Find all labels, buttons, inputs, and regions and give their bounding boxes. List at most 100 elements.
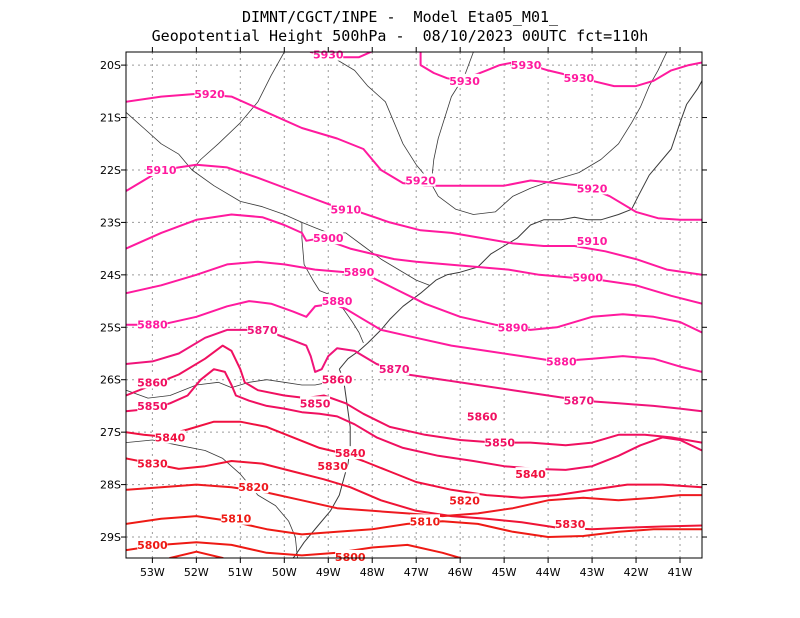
grid-layer xyxy=(126,52,702,558)
contour-5920 xyxy=(126,92,702,221)
contour-5860 xyxy=(126,344,702,447)
contour-label-5840: 5840 xyxy=(155,431,186,444)
state-border xyxy=(301,222,364,344)
contour-label-5930: 5930 xyxy=(449,75,480,88)
y-tick-label: 27S xyxy=(100,426,121,439)
plot-frame xyxy=(125,51,703,559)
contour-label-bg xyxy=(484,435,515,449)
contour-label-5920: 5920 xyxy=(577,182,608,195)
contour-label-bg xyxy=(247,322,278,336)
contour-5800 xyxy=(169,550,224,558)
contour-label-bg xyxy=(335,549,366,563)
state-border xyxy=(319,52,668,215)
y-tick-label: 24S xyxy=(100,269,121,282)
contour-label-bg xyxy=(379,362,410,376)
chart-title-line-2: Geopotential Height 500hPa - 08/10/2023 … xyxy=(151,27,649,45)
contour-label-5900: 5900 xyxy=(572,271,603,284)
contour-label-bg xyxy=(577,233,608,247)
contour-label-bg xyxy=(563,71,594,85)
coastline xyxy=(338,80,702,370)
x-tick-label: 45W xyxy=(492,566,517,579)
contour-5910 xyxy=(126,163,702,276)
contour-label-bg xyxy=(497,320,528,334)
contour-label-5910: 5910 xyxy=(146,164,177,177)
x-tick-label: 53W xyxy=(140,566,165,579)
state-border xyxy=(126,439,298,558)
contour-label-bg xyxy=(572,270,603,284)
contour-label-bg xyxy=(449,73,480,87)
y-tick-label: 25S xyxy=(100,321,121,334)
contour-label-5810: 5810 xyxy=(221,513,252,526)
contour-label-5870: 5870 xyxy=(247,324,278,337)
x-tick-label: 44W xyxy=(536,566,561,579)
x-tick-label: 50W xyxy=(272,566,297,579)
contour-5820 xyxy=(126,483,702,518)
contour-label-5910: 5910 xyxy=(331,203,362,216)
contour-label-5800: 5800 xyxy=(137,539,168,552)
contour-label-5830: 5830 xyxy=(317,460,348,473)
x-tick-label: 42W xyxy=(624,566,649,579)
contour-label-5920: 5920 xyxy=(405,174,436,187)
contour-label-bg xyxy=(137,317,168,331)
contour-label-bg xyxy=(137,456,168,470)
contour-label-5850: 5850 xyxy=(137,400,168,413)
contour-label-5930: 5930 xyxy=(564,72,595,85)
contour-5800 xyxy=(126,541,462,558)
x-tick-label: 51W xyxy=(228,566,253,579)
contour-label-5930: 5930 xyxy=(511,59,542,72)
contour-label-5890: 5890 xyxy=(344,266,375,279)
contour-label-bg xyxy=(563,393,594,407)
x-tick-label: 52W xyxy=(184,566,209,579)
contour-label-bg xyxy=(515,467,546,481)
contour-label-bg xyxy=(220,511,251,525)
contour-label-bg xyxy=(546,354,577,368)
contour-5830 xyxy=(126,457,702,531)
contour-label-5890: 5890 xyxy=(498,321,529,334)
contour-label-5830: 5830 xyxy=(555,518,586,531)
contour-label-5850: 5850 xyxy=(300,397,331,410)
contour-label-5880: 5880 xyxy=(322,295,353,308)
state-border xyxy=(191,52,285,171)
contour-label-bg xyxy=(313,231,344,245)
contour-label-5900: 5900 xyxy=(313,232,344,245)
contour-label-bg xyxy=(577,181,608,195)
contour-label-5880: 5880 xyxy=(137,319,168,332)
y-tick-label: 21S xyxy=(100,112,121,125)
chart-title-line-1: DIMNT/CGCT/INPE - Model Eta05_M01_ xyxy=(241,8,559,26)
contour-label-5880: 5880 xyxy=(546,355,577,368)
x-tick-label: 46W xyxy=(448,566,473,579)
contour-label-bg xyxy=(335,446,366,460)
contour-label-5840: 5840 xyxy=(515,468,546,481)
contour-label-bg xyxy=(322,372,353,386)
contour-label-5870: 5870 xyxy=(564,395,595,408)
contour-label-bg xyxy=(511,58,542,72)
contour-label-bg xyxy=(137,375,168,389)
contour-label-bg xyxy=(317,459,348,473)
contour-label-bg xyxy=(146,162,177,176)
x-tick-label: 43W xyxy=(580,566,605,579)
x-tick-label: 41W xyxy=(668,566,693,579)
contour-label-5810: 5810 xyxy=(410,515,441,528)
contour-label-bg xyxy=(555,516,586,530)
contour-label-5860: 5860 xyxy=(137,376,168,389)
contour-label-bg xyxy=(137,398,168,412)
contour-5880 xyxy=(126,300,702,373)
contour-label-5800: 5800 xyxy=(335,551,366,564)
x-tick-label: 48W xyxy=(360,566,385,579)
contour-5890 xyxy=(126,260,702,334)
x-tick-label: 49W xyxy=(316,566,341,579)
contour-label-5860: 5860 xyxy=(467,410,498,423)
y-tick-label: 23S xyxy=(100,216,121,229)
contour-label-5830: 5830 xyxy=(137,458,168,471)
contour-label-5920: 5920 xyxy=(194,88,225,101)
axis-tick-layer: 53W 52W 51W 50W 49W 48W 47W 46W 45W 44W 43W 42W 41W 2… xyxy=(100,47,707,579)
contour-layer xyxy=(126,52,702,558)
contour-label-bg xyxy=(300,396,331,410)
contour-label-bg xyxy=(449,493,480,507)
contour-label-5840: 5840 xyxy=(335,447,366,460)
contour-label-bg xyxy=(313,47,344,61)
contour-label-bg xyxy=(330,202,361,216)
x-tick-label: 47W xyxy=(404,566,429,579)
y-tick-label: 29S xyxy=(100,531,121,544)
